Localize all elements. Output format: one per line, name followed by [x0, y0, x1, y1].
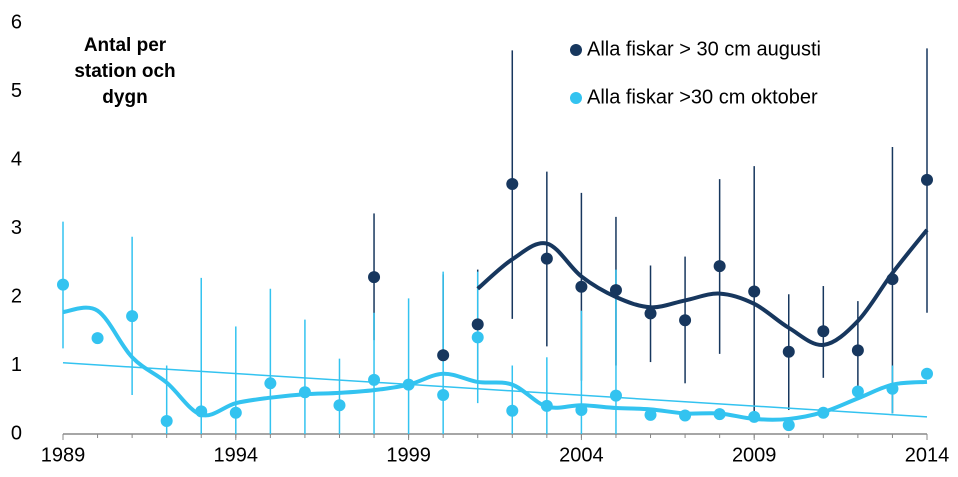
point — [817, 406, 830, 419]
point — [679, 409, 692, 422]
x-tick-label: 1999 — [386, 444, 431, 466]
annotation: Antal per — [84, 35, 167, 56]
point — [609, 389, 622, 402]
point — [851, 385, 864, 398]
point — [368, 373, 381, 386]
point — [748, 410, 761, 423]
point — [851, 344, 864, 357]
point — [921, 367, 933, 380]
legend-marker — [570, 44, 582, 56]
point — [126, 310, 139, 323]
point — [402, 378, 415, 391]
y-tick-label: 3 — [11, 217, 22, 239]
annotation: station och — [74, 61, 175, 82]
point — [644, 408, 657, 421]
point — [195, 405, 208, 418]
legend-label: Alla fiskar > 30 cm augusti — [587, 38, 821, 60]
point — [298, 386, 311, 399]
point — [160, 414, 173, 427]
point — [575, 404, 588, 417]
x-tick-label: 1994 — [214, 444, 259, 466]
point — [817, 325, 830, 338]
smooth-line — [62, 305, 928, 422]
point — [333, 399, 346, 412]
point — [91, 332, 104, 345]
y-tick-label: 0 — [11, 422, 22, 444]
point — [609, 284, 622, 297]
point — [748, 285, 761, 298]
point — [575, 280, 588, 293]
point — [471, 318, 484, 331]
y-tick-label: 1 — [11, 354, 22, 376]
point — [506, 177, 519, 190]
x-tick-label: 1989 — [41, 444, 86, 466]
point — [921, 173, 933, 186]
point — [886, 382, 899, 395]
y-tick-label: 5 — [11, 80, 22, 102]
point — [782, 419, 795, 432]
point — [540, 252, 553, 265]
point — [506, 404, 519, 417]
x-tick-label: 2009 — [732, 444, 777, 466]
point — [368, 271, 381, 284]
point — [540, 399, 553, 412]
point — [437, 349, 450, 362]
point — [782, 345, 795, 358]
point — [57, 278, 69, 291]
point — [713, 260, 726, 273]
point — [679, 314, 692, 327]
point — [437, 388, 450, 401]
smooth-line — [476, 228, 929, 347]
y-tick-label: 4 — [11, 148, 22, 170]
legend-marker — [570, 92, 582, 104]
trend-line — [62, 362, 928, 418]
y-tick-label: 6 — [11, 11, 22, 33]
point — [264, 377, 277, 390]
point — [471, 331, 484, 344]
point — [644, 307, 657, 320]
x-tick-label: 2014 — [905, 444, 950, 466]
x-tick-label: 2004 — [559, 444, 604, 466]
point — [886, 273, 899, 286]
point — [229, 406, 242, 419]
point — [713, 408, 726, 421]
y-tick-label: 2 — [11, 285, 22, 307]
legend-label: Alla fiskar >30 cm oktober — [587, 86, 818, 108]
annotation: dygn — [102, 87, 147, 108]
